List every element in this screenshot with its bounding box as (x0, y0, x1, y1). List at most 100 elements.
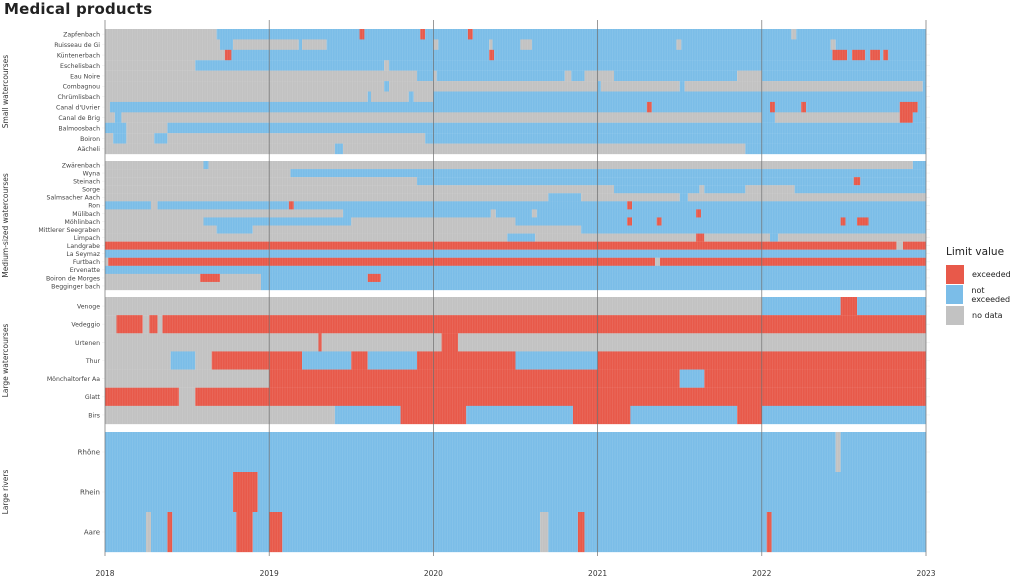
heatmap-cell (912, 112, 926, 123)
heatmap-cell (105, 122, 127, 134)
heatmap-cell (416, 177, 854, 186)
heatmap-cell (195, 351, 212, 370)
heatmap-cell (105, 369, 270, 388)
heatmap-cell (531, 209, 537, 218)
heatmap-cell (116, 315, 143, 334)
heatmap-row (105, 225, 926, 234)
heatmap-cell (840, 217, 846, 226)
heatmap-cell (105, 257, 109, 266)
heatmap-cell (581, 225, 926, 234)
heatmap-cell (627, 217, 633, 226)
heatmap-cell (105, 333, 319, 352)
heatmap-row (105, 297, 926, 316)
heatmap-cell (105, 201, 151, 210)
heatmap-cell (105, 91, 368, 103)
heatmap-row (105, 249, 926, 258)
heatmap-cell (302, 39, 327, 50)
heatmap-cell (157, 315, 163, 334)
heatmap-cell (737, 70, 762, 82)
heatmap-cell (359, 29, 365, 40)
heatmap-cell (105, 233, 508, 242)
heatmap-cell (495, 209, 532, 218)
row-label: Venoge (77, 303, 100, 310)
heatmap-row (105, 217, 926, 226)
heatmap-cell (233, 39, 299, 50)
row-label: La Seymaz (66, 251, 100, 258)
heatmap-cell (687, 193, 926, 202)
heatmap-cell (224, 49, 232, 61)
x-tick-label: 2022 (752, 569, 771, 578)
heatmap-cell (745, 185, 795, 194)
heatmap-cell (646, 101, 652, 113)
legend-item-not-exceeded: not exceeded (946, 285, 1024, 305)
heatmap-row (105, 112, 926, 123)
heatmap-cell (564, 70, 572, 82)
heatmap-cell (121, 112, 762, 123)
heatmap-cell (288, 201, 294, 210)
legend-swatch-exceeded (946, 264, 964, 284)
heatmap-cell (515, 217, 628, 226)
heatmap-cell (105, 49, 225, 61)
heatmap-cell (269, 512, 283, 553)
heatmap-cell (343, 143, 746, 155)
heatmap-cell (704, 369, 926, 388)
x-tick-label: 2023 (916, 569, 935, 578)
heatmap-cell (167, 122, 926, 134)
row-label: Landgrabe (67, 243, 100, 250)
row-label: Möhlinbach (65, 219, 101, 226)
heatmap-cell (105, 60, 196, 71)
heatmap-cell (105, 225, 217, 234)
heatmap-row (105, 369, 926, 388)
group-label: Large rivers (1, 470, 10, 515)
heatmap-cell (105, 29, 217, 40)
heatmap-cell (105, 70, 417, 82)
heatmap-row (105, 91, 926, 103)
row-label: Zapfenbach (63, 32, 100, 39)
heatmap-cell (704, 185, 746, 194)
row-label: Glatt (85, 394, 101, 401)
heatmap-cell (632, 217, 657, 226)
heatmap-cell (438, 39, 490, 50)
heatmap-row (105, 101, 926, 113)
heatmap-cell (219, 39, 234, 50)
heatmap-cell (433, 70, 437, 82)
heatmap-cell (150, 512, 168, 553)
heatmap-cell (154, 133, 168, 144)
heatmap-cell (219, 273, 261, 283)
heatmap-cell (600, 81, 680, 92)
heatmap-cell (252, 225, 582, 234)
heatmap-row (105, 333, 926, 352)
row-label: Mönchaltorfer Aa (47, 376, 100, 383)
heatmap-cell (167, 512, 173, 553)
heatmap-cell (371, 91, 409, 103)
heatmap-cell (157, 201, 289, 210)
heatmap-cell (737, 405, 762, 425)
group-label: Small watercourses (1, 55, 10, 128)
heatmap-cell (216, 29, 360, 40)
heatmap-cell (178, 387, 196, 406)
heatmap-cell (614, 70, 738, 82)
row-label: Furtbach (73, 259, 100, 266)
heatmap-cell (105, 177, 417, 186)
heatmap-cell (441, 333, 459, 352)
heatmap-cell (489, 39, 493, 50)
heatmap-cell (302, 351, 352, 370)
heatmap-cell (321, 333, 442, 352)
row-label: Steinach (73, 179, 100, 186)
heatmap-cell (845, 217, 858, 226)
heatmap-cell (467, 29, 473, 40)
heatmap-row (105, 143, 926, 155)
heatmap-cell (771, 512, 926, 553)
heatmap-cell (113, 133, 127, 144)
heatmap-row (105, 387, 926, 406)
heatmap-cell (384, 81, 390, 92)
heatmap-cell (105, 81, 385, 92)
heatmap-cell (211, 351, 270, 370)
heatmap-cell (216, 225, 253, 234)
heatmap-cell (170, 351, 196, 370)
heatmap-cell (105, 351, 171, 370)
heatmap-cell (200, 273, 220, 283)
heatmap-cell (108, 257, 656, 266)
heatmap-cell (922, 81, 926, 92)
heatmap-cell (105, 112, 115, 123)
